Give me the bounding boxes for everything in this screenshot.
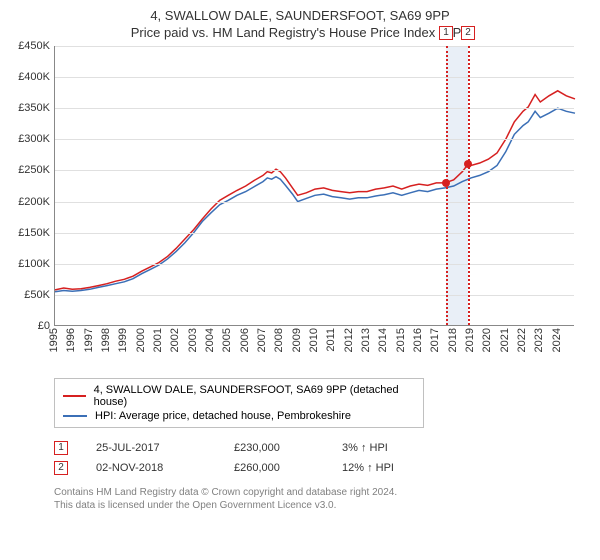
x-tick-label: 2020 <box>481 328 493 352</box>
x-tick-label: 2010 <box>308 328 320 352</box>
y-axis: £0£50K£100K£150K£200K£250K£300K£350K£400… <box>14 46 54 326</box>
x-tick-label: 2000 <box>135 328 147 352</box>
x-tick-label: 2008 <box>273 328 285 352</box>
legend-label: 4, SWALLOW DALE, SAUNDERSFOOT, SA69 9PP … <box>94 384 415 408</box>
annotation-number-box: 1 <box>54 441 68 455</box>
annotations-table: 1 25-JUL-2017 £230,000 3% ↑ HPI 2 02-NOV-2018… <box>54 438 586 478</box>
x-tick-label: 2006 <box>239 328 251 352</box>
x-tick-label: 2023 <box>533 328 545 352</box>
x-tick-label: 2017 <box>429 328 441 352</box>
y-tick-label: £450K <box>18 40 50 52</box>
annotation-row: 1 25-JUL-2017 £230,000 3% ↑ HPI <box>54 438 586 458</box>
annotation-price: £260,000 <box>234 462 314 474</box>
x-tick-label: 2002 <box>169 328 181 352</box>
footer-attribution: Contains HM Land Registry data © Crown c… <box>54 486 586 512</box>
footer-line-1: Contains HM Land Registry data © Crown c… <box>54 486 586 499</box>
x-tick-label: 2018 <box>447 328 459 352</box>
x-tick-label: 2016 <box>412 328 424 352</box>
x-tick-label: 1995 <box>48 328 60 352</box>
x-tick-label: 2013 <box>360 328 372 352</box>
x-tick-label: 2012 <box>343 328 355 352</box>
annotation-pct: 12% ↑ HPI <box>342 462 394 474</box>
x-tick-label: 2011 <box>325 328 337 352</box>
y-tick-label: £350K <box>18 102 50 114</box>
x-tick-label: 2009 <box>291 328 303 352</box>
x-tick-label: 1997 <box>83 328 95 352</box>
x-tick-label: 2003 <box>187 328 199 352</box>
annotation-pct: 3% ↑ HPI <box>342 442 388 454</box>
y-tick-label: £250K <box>18 164 50 176</box>
annotation-dot <box>442 179 450 187</box>
annotation-number-box: 2 <box>54 461 68 475</box>
plot-area: 12 <box>54 46 574 326</box>
annotation-price: £230,000 <box>234 442 314 454</box>
legend-label: HPI: Average price, detached house, Pemb… <box>95 410 351 422</box>
y-tick-label: £200K <box>18 196 50 208</box>
x-tick-label: 2024 <box>551 328 563 352</box>
x-tick-label: 2021 <box>499 328 511 352</box>
annotation-marker: 2 <box>461 26 475 40</box>
x-tick-label: 2004 <box>204 328 216 352</box>
chart-subtitle: Price paid vs. HM Land Registry's House … <box>14 25 586 40</box>
legend-swatch <box>63 415 87 417</box>
y-tick-label: £100K <box>18 258 50 270</box>
x-tick-label: 2015 <box>395 328 407 352</box>
y-tick-label: £150K <box>18 227 50 239</box>
x-tick-label: 1998 <box>100 328 112 352</box>
x-tick-label: 1996 <box>65 328 77 352</box>
chart-title: 4, SWALLOW DALE, SAUNDERSFOOT, SA69 9PP <box>14 8 586 23</box>
x-tick-label: 2014 <box>377 328 389 352</box>
annotation-row: 2 02-NOV-2018 £260,000 12% ↑ HPI <box>54 458 586 478</box>
annotation-date: 25-JUL-2017 <box>96 442 206 454</box>
chart-area: £0£50K£100K£150K£200K£250K£300K£350K£400… <box>54 46 586 376</box>
figure-container: 4, SWALLOW DALE, SAUNDERSFOOT, SA69 9PP … <box>0 0 600 560</box>
legend-item: HPI: Average price, detached house, Pemb… <box>63 409 415 423</box>
x-tick-label: 2005 <box>221 328 233 352</box>
y-tick-label: £50K <box>24 289 50 301</box>
legend: 4, SWALLOW DALE, SAUNDERSFOOT, SA69 9PP … <box>54 378 424 428</box>
y-tick-label: £300K <box>18 133 50 145</box>
x-tick-label: 2022 <box>516 328 528 352</box>
annotation-marker: 1 <box>439 26 453 40</box>
annotation-date: 02-NOV-2018 <box>96 462 206 474</box>
line-series-svg <box>55 46 575 326</box>
x-tick-label: 2019 <box>464 328 476 352</box>
y-tick-label: £400K <box>18 71 50 83</box>
legend-swatch <box>63 395 86 397</box>
footer-line-2: This data is licensed under the Open Gov… <box>54 499 586 512</box>
annotation-dot <box>464 160 472 168</box>
x-axis: 1995199619971998199920002001200220032004… <box>54 328 574 376</box>
annotation-vline <box>468 46 470 325</box>
x-tick-label: 2007 <box>256 328 268 352</box>
x-tick-label: 2001 <box>152 328 164 352</box>
x-tick-label: 1999 <box>117 328 129 352</box>
legend-item: 4, SWALLOW DALE, SAUNDERSFOOT, SA69 9PP … <box>63 383 415 409</box>
series-line <box>55 91 575 290</box>
